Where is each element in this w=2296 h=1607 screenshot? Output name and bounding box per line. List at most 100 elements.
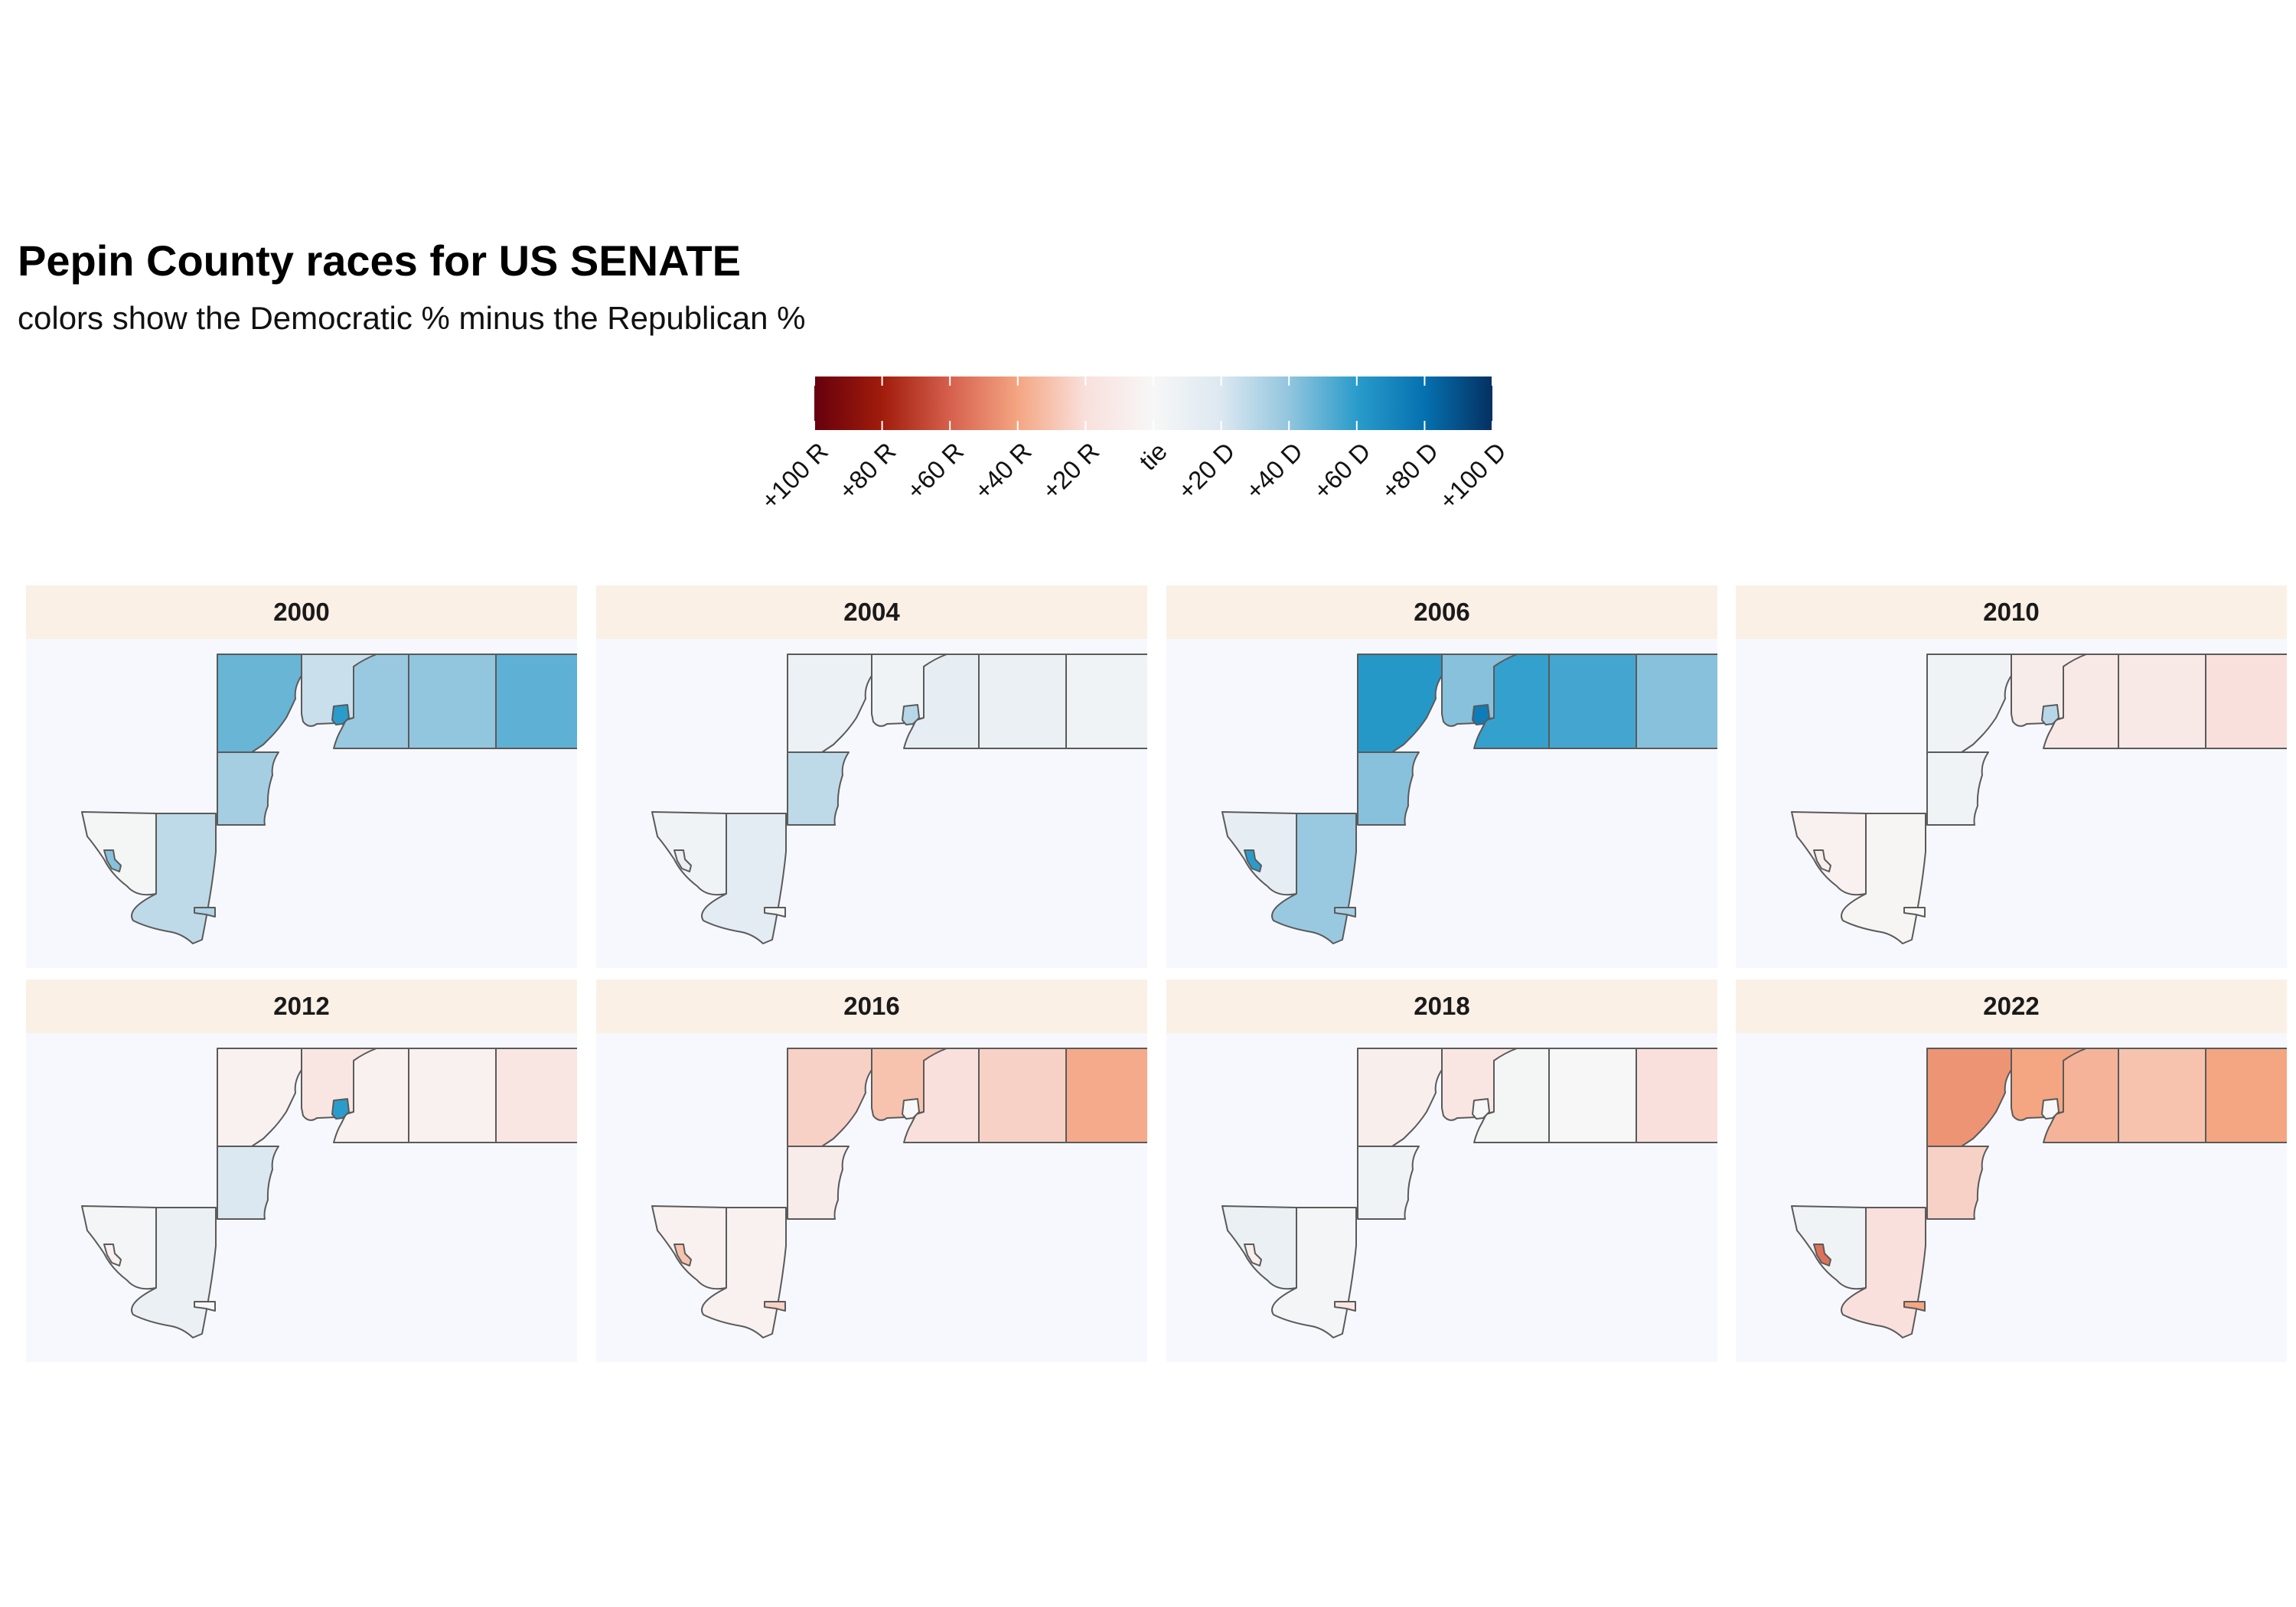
region-lima <box>103 1244 122 1266</box>
region-durand-town <box>1903 1301 1926 1312</box>
legend-tick-label: +80 R <box>833 437 901 505</box>
region-waubeek <box>2205 1048 2287 1143</box>
region-albany <box>408 654 497 749</box>
region-lima <box>1244 849 1262 872</box>
region-lima <box>1244 1244 1262 1266</box>
region-durand-city <box>1357 751 1420 826</box>
legend-tick-label: +60 R <box>901 437 969 505</box>
region-waubeek <box>1636 654 1717 749</box>
county-map <box>1221 1048 1717 1338</box>
legend-tick-label: +80 D <box>1375 437 1443 505</box>
map-area <box>26 1033 577 1362</box>
panel-year-label: 2004 <box>843 598 900 626</box>
region-albany <box>1548 1048 1637 1143</box>
map-panel-2022: 2022 <box>1736 980 2287 1362</box>
region-waubeek <box>495 1048 577 1143</box>
legend-tick-label: +100 R <box>755 437 833 515</box>
map-area <box>1166 639 1717 968</box>
legend-tick-label: tie <box>1133 437 1172 476</box>
region-albany <box>978 1048 1067 1143</box>
region-waubeek <box>1065 654 1147 749</box>
region-waubeek <box>1065 1048 1147 1143</box>
region-durand-city <box>217 1146 279 1220</box>
map-panel-2018: 2018 <box>1166 980 1717 1362</box>
county-map <box>651 1048 1147 1338</box>
panel-year-label: 2010 <box>1983 598 2040 626</box>
legend-tick-label: +100 D <box>1433 437 1512 515</box>
region-durand-town <box>194 907 216 918</box>
region-pepin-w <box>651 1205 727 1290</box>
map-panel-2012: 2012 <box>26 980 577 1362</box>
map-area <box>1736 639 2287 968</box>
region-albany <box>2118 654 2206 749</box>
region-frankfort <box>787 1048 872 1147</box>
region-waterville <box>1473 1048 1550 1143</box>
region-lima <box>103 849 122 872</box>
region-durand-city <box>1926 751 1989 826</box>
region-lima <box>1813 849 1831 872</box>
region-albany <box>978 654 1067 749</box>
panel-strip: 2000 <box>26 585 577 639</box>
panel-year-label: 2000 <box>273 598 330 626</box>
county-map <box>81 654 577 944</box>
region-lima <box>1813 1244 1831 1266</box>
region-albany <box>2118 1048 2206 1143</box>
legend-tick-label: +40 D <box>1240 437 1308 505</box>
region-lima <box>673 849 692 872</box>
panel-strip: 2022 <box>1736 980 2287 1033</box>
region-durand-town <box>764 907 786 918</box>
county-map <box>1221 654 1717 944</box>
region-durand-town <box>1334 907 1356 918</box>
region-pepin-village <box>331 704 350 725</box>
region-pepin-w <box>81 1205 157 1290</box>
map-panel-2006: 2006 <box>1166 585 1717 968</box>
legend-colorbar <box>814 376 1492 430</box>
region-lima <box>673 1244 692 1266</box>
map-area <box>596 639 1147 968</box>
region-pepin-village <box>331 1098 350 1120</box>
panel-year-label: 2018 <box>1414 992 1470 1020</box>
region-waterville <box>903 654 980 749</box>
region-durand-city <box>787 751 850 826</box>
map-area <box>1166 1033 1717 1362</box>
region-pepin-village <box>2041 704 2060 725</box>
region-durand-town <box>1903 907 1926 918</box>
region-waubeek <box>495 654 577 749</box>
region-pepin-village <box>2041 1098 2060 1120</box>
map-area <box>1736 1033 2287 1362</box>
legend-tick-label: +20 R <box>1036 437 1104 505</box>
region-pepin-w <box>1221 1205 1297 1290</box>
chart-subtitle: colors show the Democratic % minus the R… <box>18 300 806 336</box>
county-map <box>1791 1048 2287 1338</box>
region-frankfort <box>1926 1048 2012 1147</box>
panel-strip: 2010 <box>1736 585 2287 639</box>
region-albany <box>1548 654 1637 749</box>
region-waubeek <box>2205 654 2287 749</box>
region-frankfort <box>217 654 302 753</box>
panel-strip: 2012 <box>26 980 577 1033</box>
region-frankfort <box>1926 654 2012 753</box>
map-area <box>26 639 577 968</box>
region-frankfort <box>1357 654 1443 753</box>
region-pepin-w <box>651 811 727 896</box>
region-pepin-w <box>1791 811 1867 896</box>
region-albany <box>408 1048 497 1143</box>
region-pepin-w <box>1791 1205 1867 1290</box>
legend-tick-label: +60 D <box>1308 437 1376 505</box>
region-pepin-w <box>81 811 157 896</box>
region-durand-city <box>217 751 279 826</box>
region-frankfort <box>1357 1048 1443 1147</box>
legend-tick-label: +40 R <box>969 437 1037 505</box>
region-durand-city <box>1357 1146 1420 1220</box>
region-waterville <box>2043 1048 2119 1143</box>
map-panel-2000: 2000 <box>26 585 577 968</box>
region-pepin-village <box>1472 704 1490 725</box>
region-waubeek <box>1636 1048 1717 1143</box>
region-waterville <box>1473 654 1550 749</box>
region-durand-town <box>764 1301 786 1312</box>
panel-year-label: 2012 <box>273 992 330 1020</box>
region-waterville <box>903 1048 980 1143</box>
county-map <box>1791 654 2287 944</box>
legend-tick-label: +20 D <box>1172 437 1240 505</box>
county-map <box>651 654 1147 944</box>
